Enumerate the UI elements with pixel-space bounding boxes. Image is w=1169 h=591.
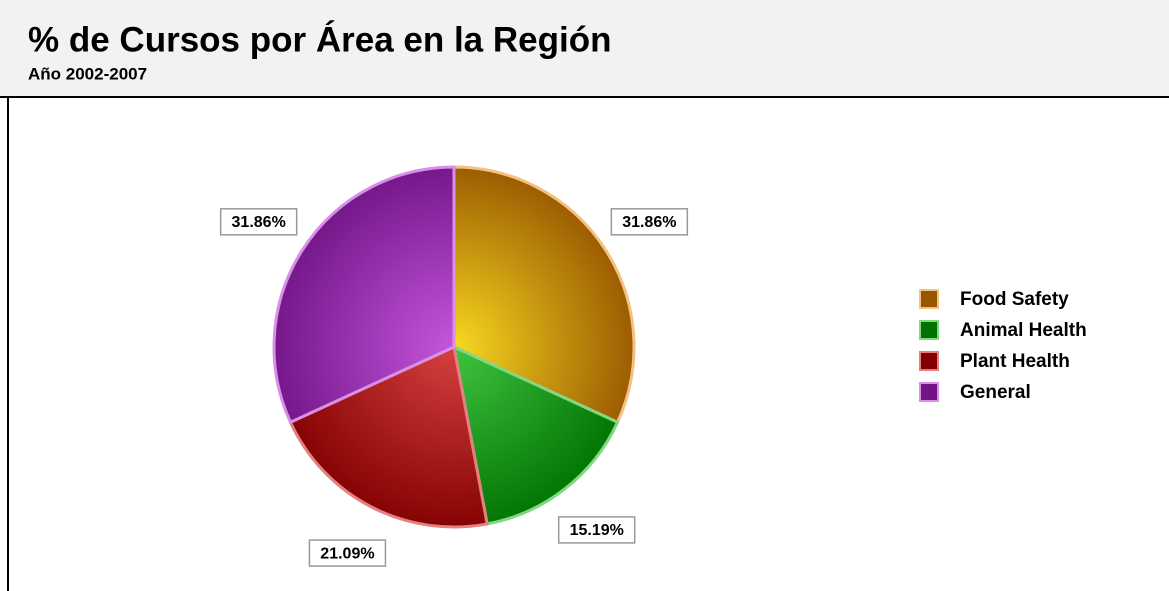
label-box (557, 516, 636, 544)
chart-title: % de Cursos por Área en la Región (28, 19, 611, 59)
pie-slice (451, 344, 620, 526)
label-box (308, 539, 387, 567)
legend-swatch (919, 289, 939, 309)
label-box (610, 208, 689, 236)
legend-label: Plant Health (960, 351, 1070, 372)
legend-label: General (960, 382, 1031, 403)
data-label: 31.86% (232, 214, 286, 231)
legend-label: Food Safety (960, 289, 1069, 310)
legend-swatch (919, 351, 939, 371)
legend-swatch (919, 320, 939, 340)
label-box (219, 208, 298, 236)
data-label: 21.09% (320, 545, 374, 562)
data-label: 31.86% (622, 214, 676, 231)
header (0, 0, 1169, 97)
pie-slice (288, 344, 489, 529)
data-label: 15.19% (570, 522, 624, 539)
chart-subtitle: Año 2002-2007 (28, 64, 147, 83)
pie-slice (272, 165, 456, 425)
legend-swatch (919, 382, 939, 402)
pie-slice (452, 165, 636, 425)
legend-label: Animal Health (960, 320, 1087, 341)
